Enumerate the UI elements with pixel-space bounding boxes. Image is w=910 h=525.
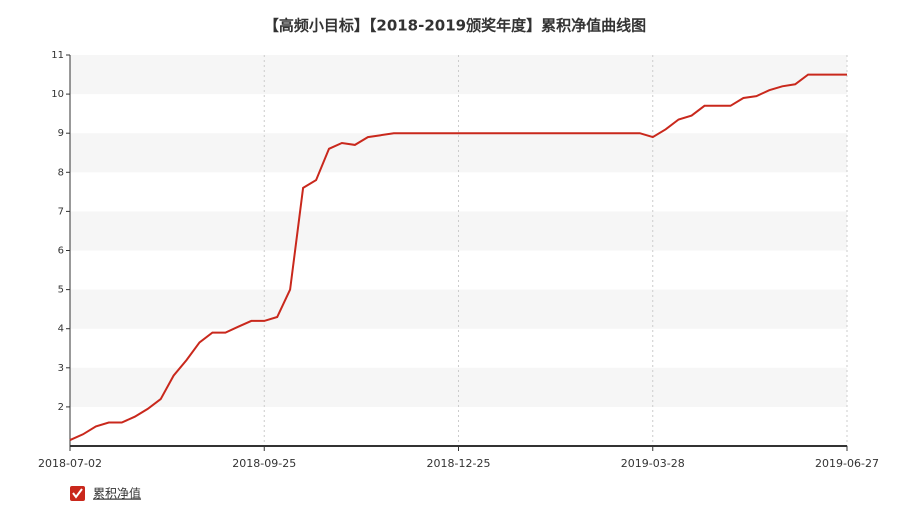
x-tick-label: 2018-12-25 (427, 457, 491, 470)
check-icon (72, 488, 83, 499)
y-tick-label: 7 (58, 206, 64, 217)
y-tick-label: 3 (58, 363, 64, 374)
x-tick-label: 2019-06-27 (815, 457, 879, 470)
y-tick-label: 4 (58, 324, 64, 335)
y-tick-label: 8 (58, 167, 64, 178)
y-tick-label: 2 (58, 402, 64, 413)
legend[interactable]: 累积净值 (70, 486, 141, 502)
y-tick-label: 6 (58, 246, 64, 257)
y-tick-label: 5 (58, 285, 64, 296)
y-tick-label: 10 (51, 89, 64, 100)
x-tick-label: 2018-09-25 (232, 457, 296, 470)
chart-title: 【高频小目标】【2018-2019颁奖年度】累积净值曲线图 (264, 17, 646, 35)
legend-label[interactable]: 累积净值 (93, 486, 141, 501)
y-tick-label: 11 (51, 50, 64, 61)
line-series (69, 73, 847, 442)
x-tick-label: 2018-07-02 (38, 457, 102, 470)
y-tick-label: 9 (58, 128, 64, 139)
x-tick-label: 2019-03-28 (621, 457, 685, 470)
